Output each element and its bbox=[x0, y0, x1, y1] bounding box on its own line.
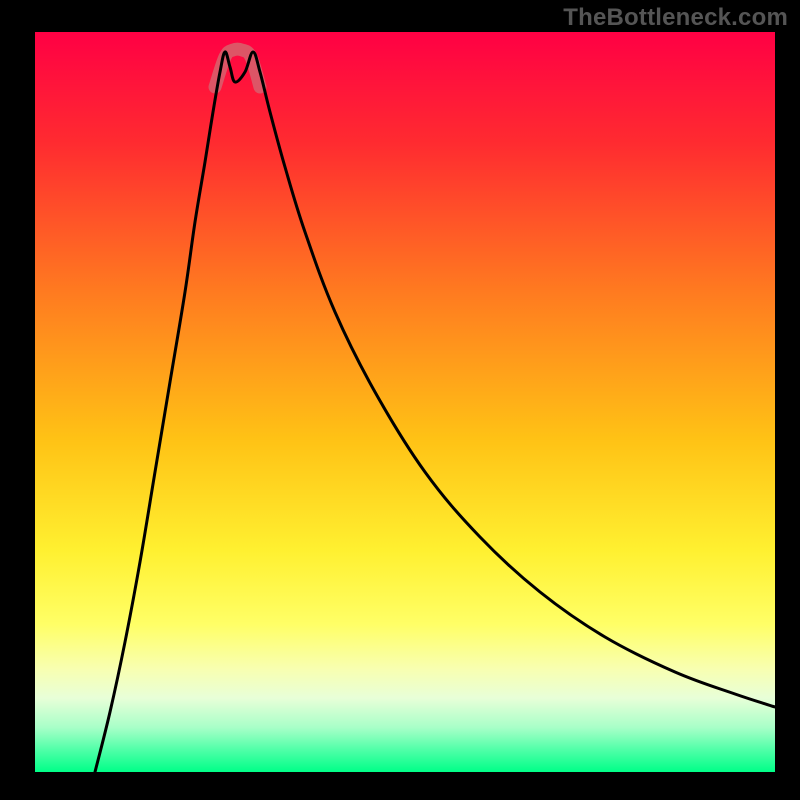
plot-area bbox=[35, 32, 775, 772]
bottleneck-curve bbox=[95, 52, 775, 772]
chart-frame: TheBottleneck.com bbox=[0, 0, 800, 800]
watermark-text: TheBottleneck.com bbox=[563, 4, 788, 32]
curve-layer bbox=[35, 32, 775, 772]
